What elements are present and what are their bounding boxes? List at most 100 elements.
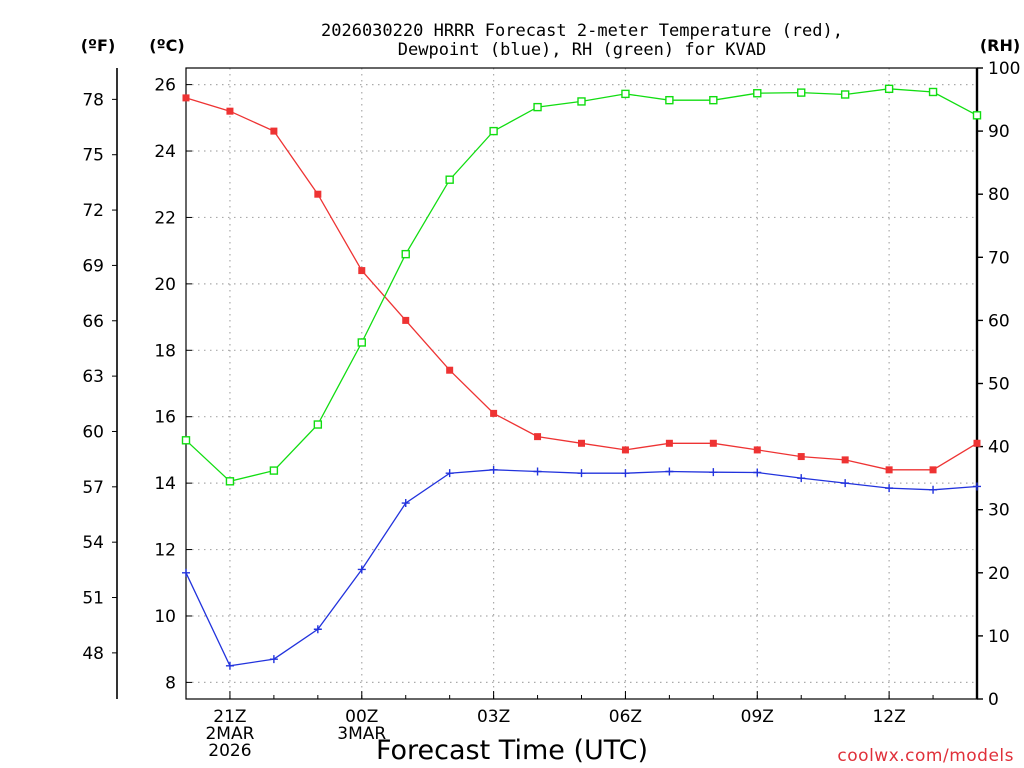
series-line: [185, 88, 978, 483]
x-tick-label: 12Z: [872, 707, 905, 727]
data-point: [489, 126, 498, 136]
data-point: [753, 468, 762, 477]
data-point: [665, 467, 674, 476]
rh-tick-label: 40: [988, 438, 1010, 458]
data-point: [621, 469, 630, 478]
rh-unit-label: (RH): [980, 36, 1020, 55]
fahrenheit-tick-label: 78: [82, 90, 104, 110]
data-point: [841, 456, 849, 464]
data-point: [577, 469, 586, 478]
data-point: [182, 94, 190, 102]
data-point: [402, 316, 410, 324]
series-2-meter-temperature: [182, 94, 981, 474]
data-point: [314, 190, 322, 198]
data-point: [577, 97, 586, 106]
data-point: [929, 485, 938, 494]
rh-tick-label: 60: [988, 311, 1010, 331]
data-point: [753, 89, 762, 98]
rh-tick-label: 70: [988, 248, 1010, 268]
series-line: [185, 469, 978, 667]
data-point: [182, 568, 190, 577]
x-axis-label: Forecast Time (UTC): [376, 735, 648, 766]
data-point: [446, 366, 454, 374]
data-point: [533, 102, 542, 112]
data-point: [313, 625, 322, 634]
data-point: [973, 482, 981, 491]
x-tick-label: 3MAR: [337, 724, 386, 744]
data-point: [225, 661, 234, 670]
data-point: [884, 84, 894, 94]
data-point: [533, 467, 542, 476]
fahrenheit-tick-label: 48: [82, 644, 104, 664]
rh-tick-label: 10: [988, 627, 1010, 647]
data-point: [313, 420, 323, 429]
fahrenheit-tick-label: 72: [82, 201, 104, 221]
chart-title-line-1: 2026030220 HRRR Forecast 2-meter Tempera…: [321, 21, 843, 41]
celsius-tick-label: 10: [154, 607, 176, 627]
celsius-tick-label: 12: [154, 541, 176, 561]
celsius-tick-label: 18: [154, 341, 176, 361]
data-point: [929, 466, 937, 474]
fahrenheit-tick-label: 54: [82, 533, 104, 553]
fahrenheit-tick-label: 57: [82, 478, 104, 498]
celsius-tick-label: 16: [154, 408, 176, 428]
data-point: [972, 111, 982, 120]
data-point: [489, 465, 498, 474]
data-point: [797, 88, 806, 97]
data-point: [709, 468, 718, 477]
celsius-tick-label: 20: [154, 275, 176, 295]
data-point: [840, 90, 850, 99]
fahrenheit-tick-label: 60: [82, 422, 104, 442]
data-point: [709, 439, 717, 447]
fahrenheit-tick-label: 51: [82, 589, 104, 609]
data-point: [226, 107, 234, 115]
data-point: [797, 474, 806, 483]
celsius-unit-label: (ºC): [149, 36, 184, 55]
celsius-tick-label: 14: [154, 474, 176, 494]
data-point: [357, 338, 366, 347]
fahrenheit-tick-label: 69: [82, 256, 104, 276]
x-tick-label: 09Z: [741, 707, 774, 727]
data-point: [578, 439, 585, 447]
celsius-tick-label: 22: [154, 208, 176, 228]
x-tick-label: 03Z: [477, 707, 510, 727]
chart-title: 2026030220 HRRR Forecast 2-meter Tempera…: [321, 21, 843, 60]
data-point: [709, 95, 718, 105]
data-point: [621, 89, 630, 99]
data-point: [358, 267, 366, 275]
x-tick-label: 00Z: [345, 707, 378, 727]
chart-title-line-2: Dewpoint (blue), RH (green) for KVAD: [398, 40, 766, 60]
rh-tick-label: 0: [988, 690, 999, 710]
rh-tick-label: 100: [988, 59, 1020, 79]
x-tick-label: 2026: [208, 741, 251, 761]
data-point: [841, 479, 850, 488]
data-point: [885, 484, 894, 493]
rh-tick-label: 30: [988, 501, 1010, 521]
fahrenheit-tick-label: 66: [82, 312, 104, 332]
data-point: [665, 439, 673, 447]
series-layer: [181, 84, 982, 670]
data-point: [973, 439, 981, 447]
fahrenheit-tick-label: 75: [82, 146, 104, 166]
x-tick-label: 2MAR: [205, 724, 254, 744]
data-point: [401, 499, 410, 508]
data-point: [270, 127, 278, 135]
plot-frame: [185, 67, 978, 700]
celsius-tick-label: 24: [154, 142, 176, 162]
data-point: [753, 446, 761, 454]
data-point: [181, 436, 191, 445]
rh-tick-label: 20: [988, 564, 1010, 584]
credit-label: coolwx.com/models: [837, 746, 1014, 766]
data-point: [885, 466, 893, 474]
data-point: [445, 469, 454, 478]
data-point: [665, 95, 674, 105]
data-point: [490, 409, 498, 417]
x-tick-label: 06Z: [609, 707, 642, 727]
fahrenheit-tick-label: 63: [82, 367, 104, 387]
series-rh: [181, 84, 982, 486]
x-tick-label: 21Z: [213, 707, 246, 727]
axes: 8 10 12 14 16 18 20 22 24 26 48 51 54 57 60 63 66 69 72 75 7…: [82, 59, 1020, 761]
celsius-tick-label: 8: [165, 673, 176, 693]
data-point: [534, 433, 542, 441]
data-point: [401, 249, 410, 259]
